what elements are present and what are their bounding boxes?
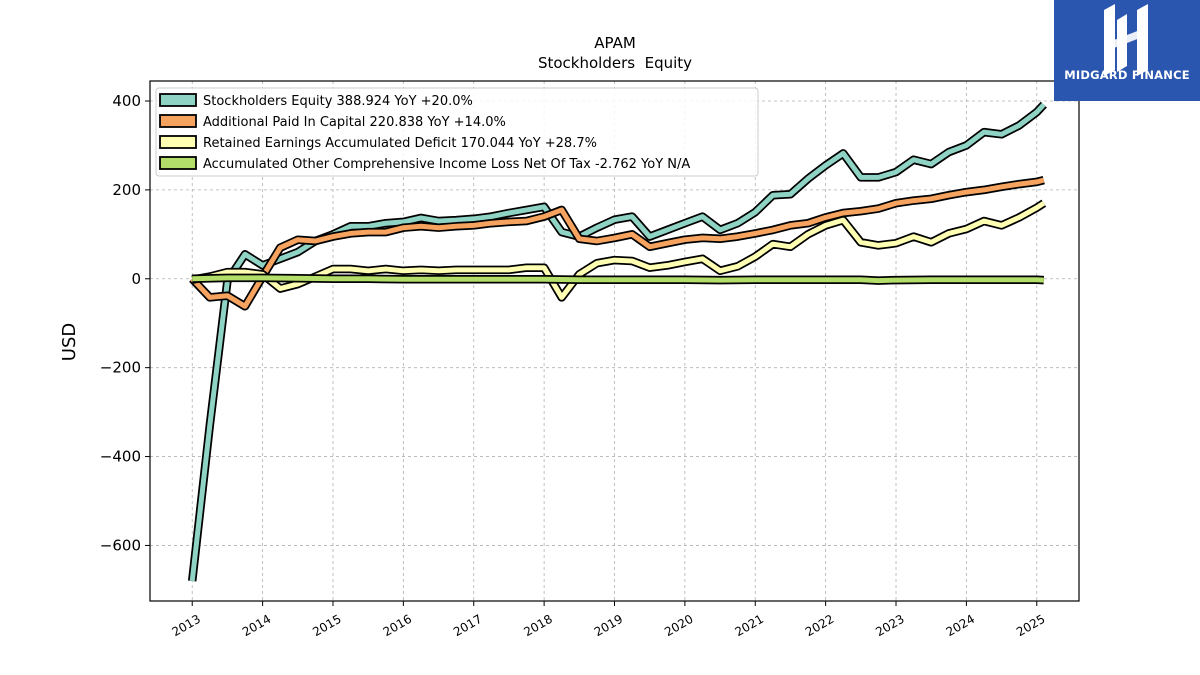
logo-text: MIDGARD FINANCE <box>1064 68 1190 82</box>
x-tick-label: 2025 <box>1014 612 1047 639</box>
legend-swatch-4 <box>159 156 197 170</box>
x-tick-label: 2024 <box>944 612 977 639</box>
x-tick-label: 2015 <box>310 612 343 639</box>
y-tick-label: −400 <box>100 448 141 466</box>
legend-swatch-1 <box>159 93 197 107</box>
x-tick-label: 2014 <box>240 612 273 639</box>
legend-swatch-2 <box>159 114 197 128</box>
midgard-finance-logo: MIDGARD FINANCE <box>1054 0 1200 101</box>
chart-subtitle: Stockholders Equity <box>538 54 692 72</box>
y-tick-label: −200 <box>100 359 141 377</box>
x-tick-label: 2023 <box>873 612 906 639</box>
y-tick-label: 200 <box>112 181 141 199</box>
y-axis: 400 200 0 −200 −400 −600 <box>100 92 150 554</box>
legend: Stockholders Equity 388.924 YoY +20.0% Ad… <box>155 87 759 177</box>
x-axis: 2013 2014 2015 2016 2017 2018 2019 2020 2021 2022… <box>170 601 1047 639</box>
y-axis-label: USD <box>59 323 80 361</box>
x-tick-label: 2013 <box>170 612 203 639</box>
series-line-3 <box>191 201 1046 300</box>
legend-swatch-3 <box>159 135 197 149</box>
x-tick-label: 2017 <box>451 612 484 639</box>
series-layer <box>187 101 1047 582</box>
x-tick-label: 2016 <box>381 612 414 639</box>
x-tick-label: 2019 <box>592 612 625 639</box>
legend-label-2: Additional Paid In Capital 220.838 YoY +… <box>203 115 506 130</box>
legend-label-1: Stockholders Equity 388.924 YoY +20.0% <box>203 94 473 109</box>
x-tick-label: 2020 <box>662 612 695 639</box>
legend-box <box>155 87 759 177</box>
y-tick-label: −600 <box>100 536 141 554</box>
series-line-2 <box>190 177 1045 309</box>
y-tick-label: 400 <box>112 92 141 110</box>
legend-label-4: Accumulated Other Comprehensive Income L… <box>203 157 690 172</box>
x-tick-label: 2018 <box>521 612 554 639</box>
series-line-4 <box>192 275 1044 284</box>
logo-icon <box>1104 4 1148 76</box>
y-tick-label: 0 <box>131 270 141 288</box>
x-tick-label: 2022 <box>803 612 836 639</box>
legend-label-3: Retained Earnings Accumulated Deficit 17… <box>203 136 597 151</box>
chart-title: APAM <box>594 34 636 52</box>
x-tick-label: 2021 <box>733 612 766 639</box>
